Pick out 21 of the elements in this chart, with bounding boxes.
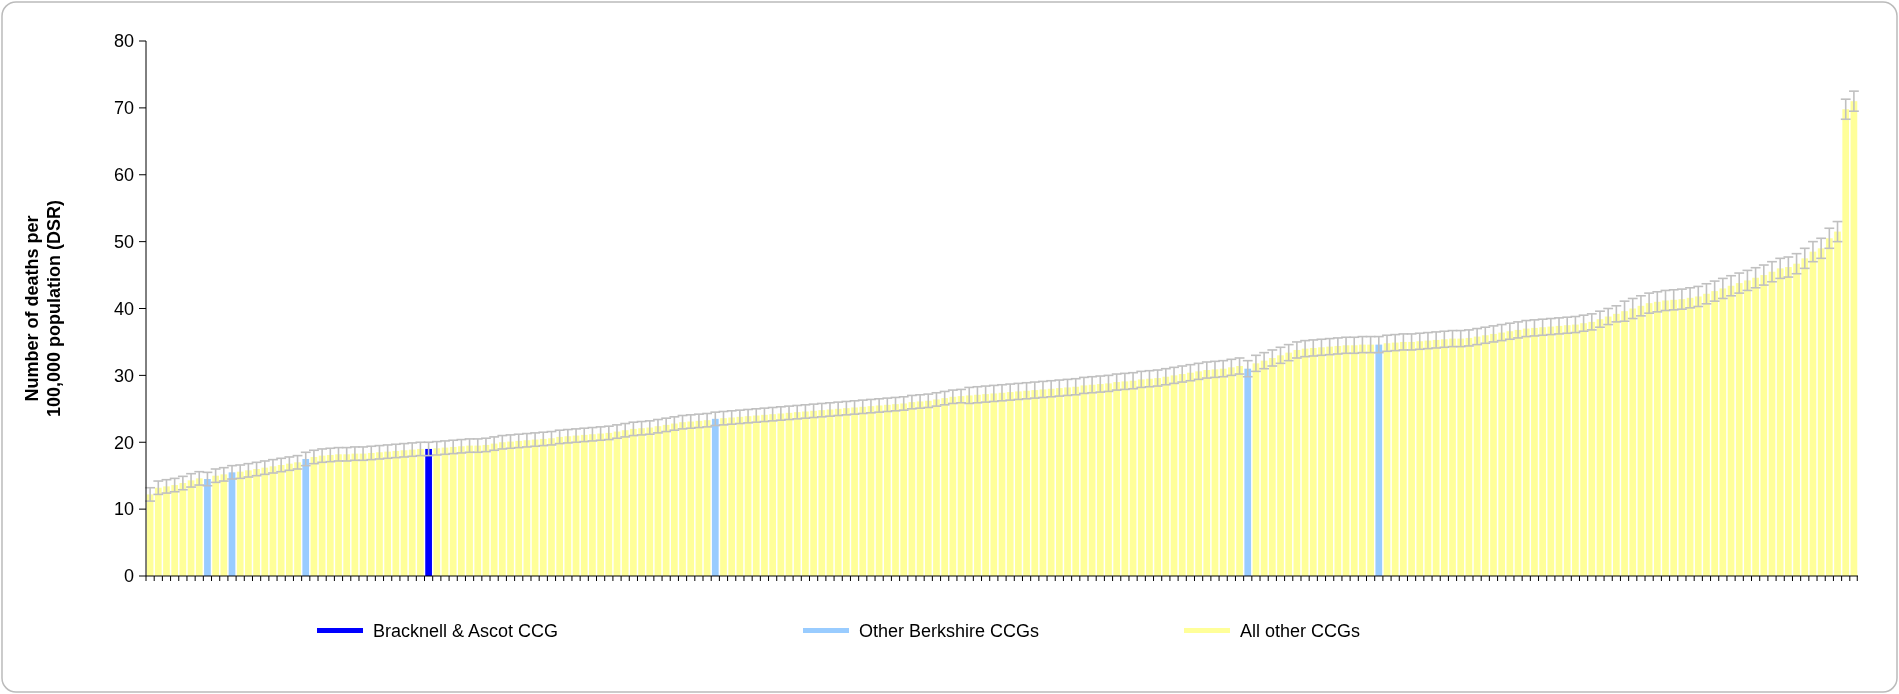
y-tick-label: 80 bbox=[113, 31, 134, 52]
bar bbox=[433, 448, 441, 576]
y-tick-label: 20 bbox=[113, 432, 134, 453]
bar bbox=[711, 418, 719, 576]
bar bbox=[425, 448, 432, 576]
y-axis-title: Number of deaths per 100,000 population (DSR) bbox=[21, 199, 64, 418]
y-tick-label: 50 bbox=[113, 231, 134, 252]
y-tick-label: 0 bbox=[123, 566, 134, 587]
y-tick-label: 10 bbox=[113, 499, 134, 520]
legend-label: Other Berkshire CCGs bbox=[859, 621, 1040, 642]
bar bbox=[1375, 344, 1383, 576]
y-tick-label: 40 bbox=[113, 298, 134, 319]
legend-label: All other CCGs bbox=[1240, 621, 1361, 642]
bar bbox=[1244, 368, 1252, 576]
bar bbox=[302, 458, 310, 576]
y-tick-label: 30 bbox=[113, 365, 134, 386]
legend-label: Bracknell & Ascot CCG bbox=[373, 621, 559, 642]
bar bbox=[204, 479, 211, 576]
y-tick-label: 60 bbox=[113, 165, 134, 186]
bar bbox=[195, 478, 203, 576]
y-tick-label: 70 bbox=[113, 98, 134, 119]
